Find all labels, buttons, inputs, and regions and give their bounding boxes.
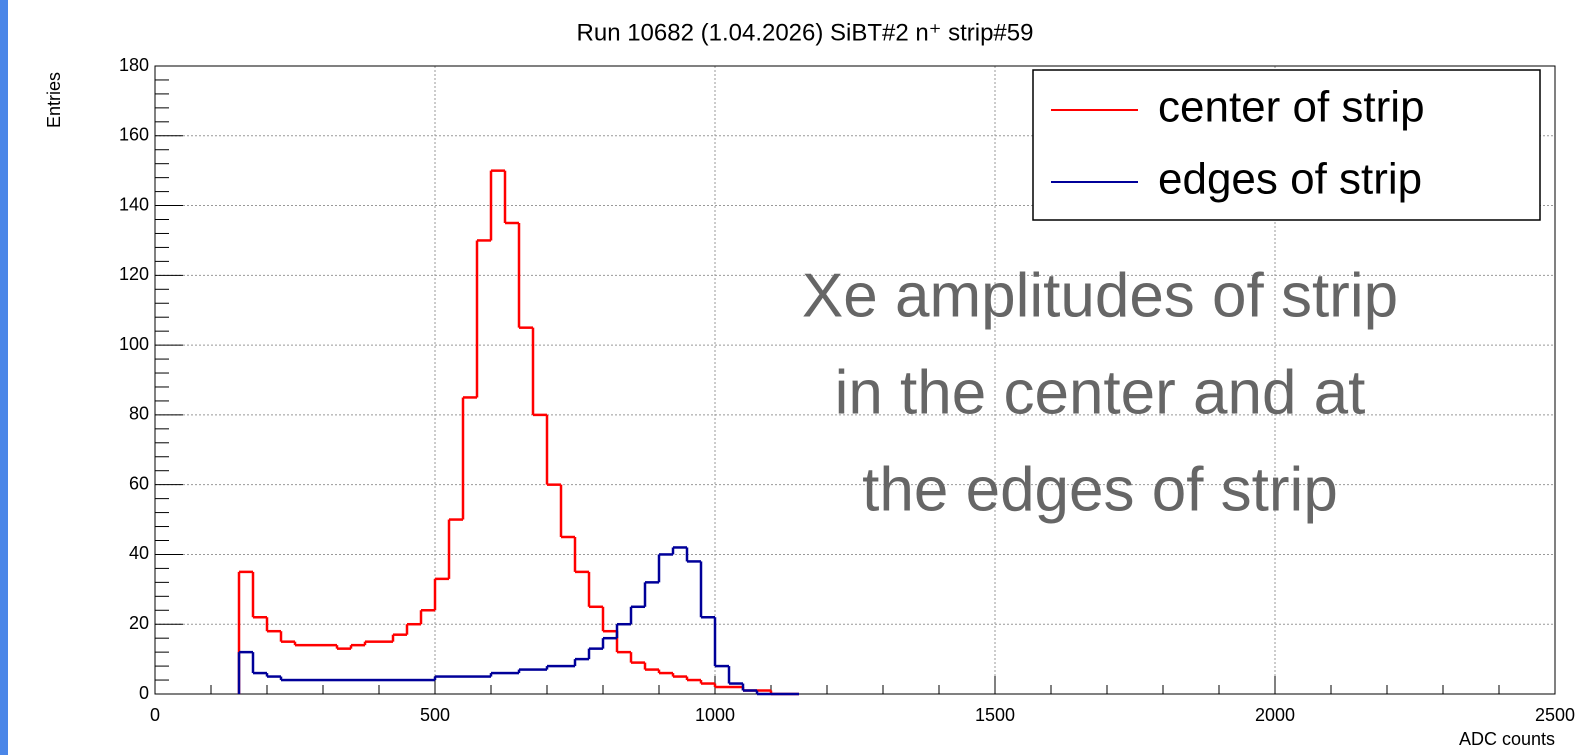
x-tick-label: 2000 — [1255, 705, 1295, 725]
y-tick-label: 60 — [129, 473, 149, 493]
y-tick-label: 20 — [129, 613, 149, 633]
y-tick-label: 140 — [119, 194, 149, 214]
side-bar — [0, 0, 8, 755]
x-tick-label: 500 — [420, 705, 450, 725]
annotation: in the center and at — [835, 358, 1366, 427]
legend-box — [1032, 69, 1541, 221]
legend-label: center of strip — [1158, 83, 1425, 132]
y-tick-label: 40 — [129, 543, 149, 563]
annotation: Xe amplitudes of strip — [802, 261, 1398, 330]
x-tick-label: 2500 — [1535, 705, 1575, 725]
x-tick-label: 1000 — [695, 705, 735, 725]
x-axis-label: ADC counts — [1459, 729, 1555, 749]
y-tick-label: 160 — [119, 125, 149, 145]
y-tick-label: 180 — [119, 55, 149, 75]
y-tick-label: 120 — [119, 264, 149, 284]
y-tick-label: 100 — [119, 334, 149, 354]
legend-label: edges of strip — [1158, 155, 1422, 204]
chart-title: Run 10682 (1.04.2026) SiBT#2 n⁺ strip#59 — [577, 19, 1034, 46]
x-tick-label: 0 — [150, 705, 160, 725]
y-tick-label: 80 — [129, 404, 149, 424]
plot-frame — [154, 65, 1556, 695]
y-tick-label: 0 — [139, 683, 149, 703]
y-axis-label: Entries — [44, 72, 64, 128]
annotation: the edges of strip — [862, 455, 1338, 524]
x-tick-label: 1500 — [975, 705, 1015, 725]
